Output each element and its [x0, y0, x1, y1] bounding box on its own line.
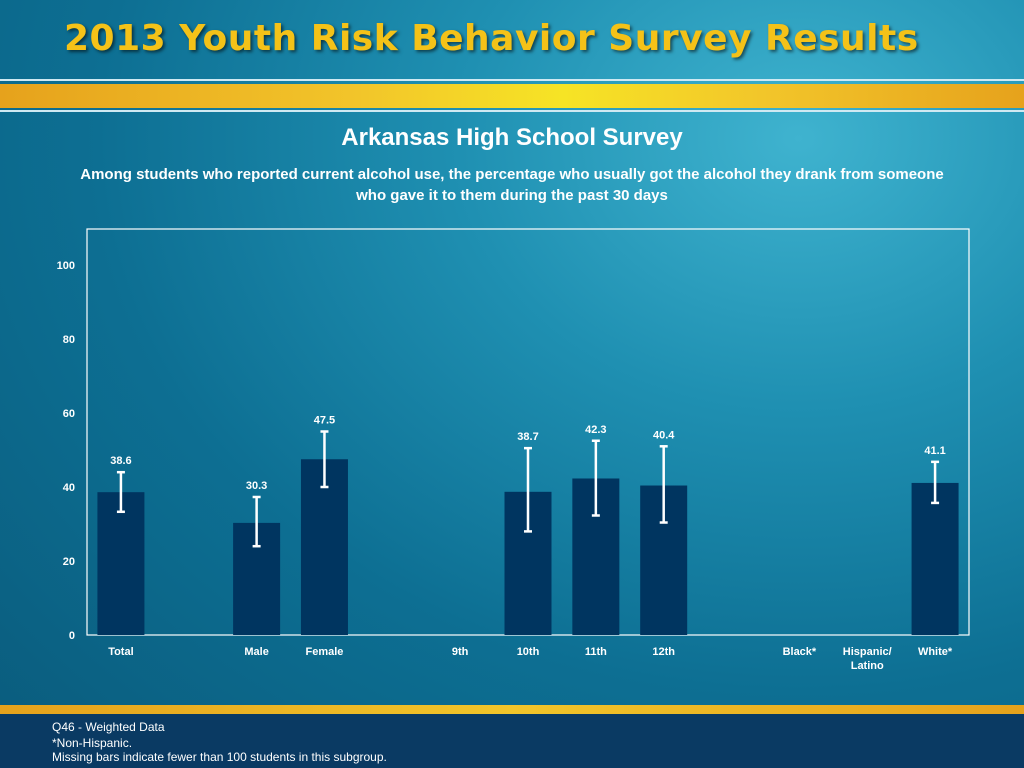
- chart-subtitle: Among students who reported current alco…: [80, 166, 944, 204]
- footnote-non-hispanic: *Non-Hispanic.: [52, 736, 133, 750]
- footer-panel: [0, 714, 1024, 768]
- data-label: 42.3: [585, 424, 606, 436]
- x-tick-label: White*: [918, 646, 953, 658]
- data-label: 41.1: [924, 445, 945, 457]
- y-tick-label: 20: [63, 556, 75, 568]
- y-tick-label: 60: [63, 408, 75, 420]
- x-tick-label: Black*: [783, 646, 817, 658]
- footnote-weighted-data: Q46 - Weighted Data: [52, 720, 165, 734]
- x-tick-label: Female: [306, 646, 344, 658]
- data-label: 38.7: [517, 431, 538, 443]
- data-label: 40.4: [653, 429, 675, 441]
- banner-title: 2013 Youth Risk Behavior Survey Results: [64, 18, 919, 59]
- data-label: 38.6: [110, 455, 131, 467]
- y-tick-label: 0: [69, 630, 75, 642]
- x-tick-label: 10th: [517, 646, 540, 658]
- chart-title: Arkansas High School Survey: [341, 124, 683, 151]
- x-tick-label: Total: [108, 646, 133, 658]
- x-tick-label: Latino: [851, 660, 884, 672]
- y-tick-label: 40: [63, 482, 75, 494]
- x-tick-label: Hispanic/: [843, 646, 892, 658]
- bar: [300, 459, 348, 635]
- bar: [911, 482, 959, 635]
- x-tick-label: Male: [244, 646, 268, 658]
- data-label: 30.3: [246, 480, 267, 492]
- x-tick-label: 9th: [452, 646, 469, 658]
- x-tick-label: 11th: [585, 646, 607, 658]
- data-label: 47.5: [314, 415, 335, 427]
- gold-banner-band: [0, 84, 1024, 108]
- y-tick-label: 100: [57, 260, 75, 272]
- top-divider-line: [0, 79, 1024, 81]
- bar: [97, 492, 145, 635]
- x-tick-label: 12th: [652, 646, 675, 658]
- gold-band-underline: [0, 110, 1024, 112]
- footnote-missing-bars: Missing bars indicate fewer than 100 stu…: [52, 750, 387, 764]
- bar-chart: 0 20 40 60 80 100 38.6 Total 30.3 Male 47.5 Female 9…: [57, 260, 959, 672]
- footer-gold-band: [0, 705, 1024, 714]
- y-tick-label: 80: [63, 334, 75, 346]
